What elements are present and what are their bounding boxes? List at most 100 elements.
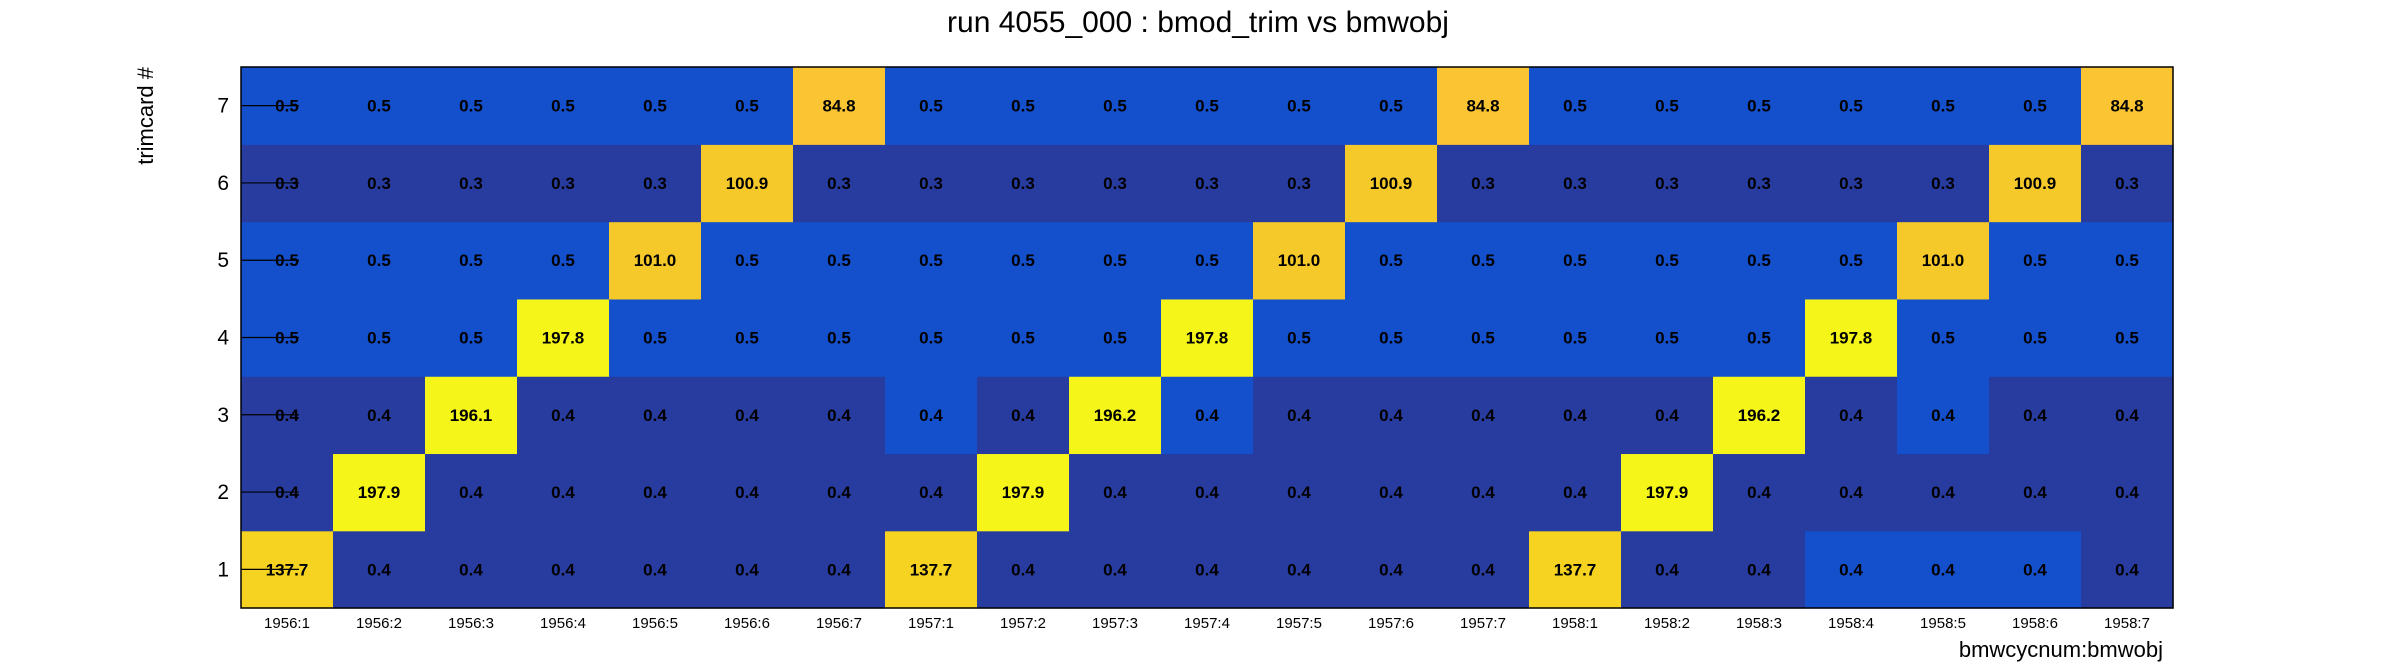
heatmap-cells <box>241 67 2174 609</box>
heatmap-cell <box>1253 376 1346 455</box>
heatmap-cell <box>333 144 426 223</box>
heatmap-cell <box>1253 298 1346 377</box>
heatmap-cell <box>609 376 702 455</box>
heatmap-cell <box>1529 530 1622 609</box>
heatmap-cell <box>1437 376 1530 455</box>
heatmap-cell <box>1897 298 1990 377</box>
y-tick-label: 6 <box>217 172 229 195</box>
heatmap-cell <box>793 67 886 145</box>
x-tick-label: 1958:3 <box>1736 615 1782 632</box>
cell-value-label: 0.4 <box>1747 560 1771 579</box>
heatmap-cell <box>517 530 610 609</box>
heatmap-cell <box>609 144 702 223</box>
heatmap-cell <box>793 221 886 300</box>
x-tick-label: 1958:1 <box>1552 615 1598 632</box>
cell-value-label: 0.4 <box>735 406 759 425</box>
cell-value-label: 197.8 <box>1186 329 1229 348</box>
x-tick-label: 1956:7 <box>816 615 862 632</box>
cell-value-label: 0.5 <box>367 251 391 270</box>
heatmap-cell <box>701 144 794 223</box>
x-tick-label: 1956:5 <box>632 615 678 632</box>
heatmap-cell <box>1897 67 1990 145</box>
heatmap-cell <box>609 530 702 609</box>
cell-value-label: 0.5 <box>919 97 943 116</box>
heatmap-cell <box>609 298 702 377</box>
cell-value-label: 0.4 <box>827 483 851 502</box>
cell-value-label: 0.4 <box>1103 560 1127 579</box>
x-tick-label: 1956:3 <box>448 615 494 632</box>
heatmap-cell <box>1529 144 1622 223</box>
heatmap-cell <box>793 453 886 532</box>
heatmap-cell <box>609 67 702 145</box>
heatmap-cell <box>333 453 426 532</box>
cell-value-label: 0.3 <box>1471 174 1495 193</box>
x-tick-label: 1958:6 <box>2012 615 2058 632</box>
heatmap-cell <box>333 221 426 300</box>
heatmap-cell <box>2081 376 2174 455</box>
cell-value-label: 0.4 <box>2115 483 2139 502</box>
heatmap-cell <box>1345 298 1438 377</box>
heatmap-cell <box>1805 376 1898 455</box>
heatmap-cell <box>977 67 1070 145</box>
x-axis: 1956:1 1956:2 1956:3 1956:4 1956:5 1956:6 1956… <box>264 615 2150 632</box>
cell-value-label: 0.4 <box>1931 483 1955 502</box>
cell-value-label: 0.5 <box>1103 329 1127 348</box>
cell-value-label: 101.0 <box>1922 251 1965 270</box>
heatmap-cell <box>885 221 978 300</box>
cell-value-label: 0.5 <box>1287 329 1311 348</box>
cell-value-label: 0.5 <box>1011 97 1035 116</box>
heatmap-cell <box>1529 298 1622 377</box>
cell-value-label: 100.9 <box>1370 174 1413 193</box>
cell-value-label: 0.3 <box>1011 174 1035 193</box>
x-tick-label: 1957:1 <box>908 615 954 632</box>
x-tick-label: 1957:6 <box>1368 615 1414 632</box>
heatmap-cell <box>425 530 518 609</box>
cell-value-label: 137.7 <box>1554 560 1597 579</box>
cell-value-label: 84.8 <box>2110 97 2143 116</box>
heatmap-cell <box>2081 221 2174 300</box>
cell-value-label: 0.5 <box>735 329 759 348</box>
heatmap-cell <box>1161 221 1254 300</box>
cell-value-label: 0.4 <box>1195 406 1219 425</box>
heatmap-cell <box>1069 530 1162 609</box>
cell-value-label: 0.5 <box>2023 251 2047 270</box>
heatmap-cell <box>1069 67 1162 145</box>
cell-value-label: 0.4 <box>827 560 851 579</box>
heatmap-cell <box>1437 298 1530 377</box>
cell-value-label: 0.4 <box>1195 560 1219 579</box>
heatmap-cell <box>1713 67 1806 145</box>
cell-value-label: 0.4 <box>1563 483 1587 502</box>
cell-value-label: 0.4 <box>1103 483 1127 502</box>
cell-value-label: 0.3 <box>1563 174 1587 193</box>
cell-value-label: 101.0 <box>1278 251 1321 270</box>
heatmap-cell <box>1253 144 1346 223</box>
cell-value-label: 0.5 <box>1655 251 1679 270</box>
heatmap-cell <box>1069 453 1162 532</box>
cell-value-label: 197.9 <box>1002 483 1045 502</box>
heatmap-cell <box>977 376 1070 455</box>
heatmap-cell <box>2081 67 2174 145</box>
heatmap-cell <box>885 530 978 609</box>
heatmap-cell <box>2081 298 2174 377</box>
heatmap-cell <box>1713 144 1806 223</box>
cell-value-label: 0.5 <box>2115 329 2139 348</box>
cell-value-label: 0.4 <box>551 406 575 425</box>
heatmap-cell <box>701 67 794 145</box>
heatmap-cell <box>609 453 702 532</box>
heatmap-cell <box>793 298 886 377</box>
cell-value-label: 0.5 <box>1379 251 1403 270</box>
heatmap-cell <box>1529 67 1622 145</box>
heatmap-cell <box>1621 298 1714 377</box>
x-tick-label: 1958:5 <box>1920 615 1966 632</box>
heatmap-cell <box>1161 67 1254 145</box>
cell-value-label: 0.4 <box>1563 406 1587 425</box>
heatmap-cell <box>1529 221 1622 300</box>
cell-value-label: 0.4 <box>1839 483 1863 502</box>
cell-value-label: 0.3 <box>551 174 575 193</box>
cell-value-label: 137.7 <box>910 560 953 579</box>
cell-value-label: 0.4 <box>551 560 575 579</box>
cell-value-label: 0.4 <box>735 560 759 579</box>
cell-value-label: 0.5 <box>1931 97 1955 116</box>
cell-value-label: 0.4 <box>1287 483 1311 502</box>
heatmap-cell <box>2081 530 2174 609</box>
